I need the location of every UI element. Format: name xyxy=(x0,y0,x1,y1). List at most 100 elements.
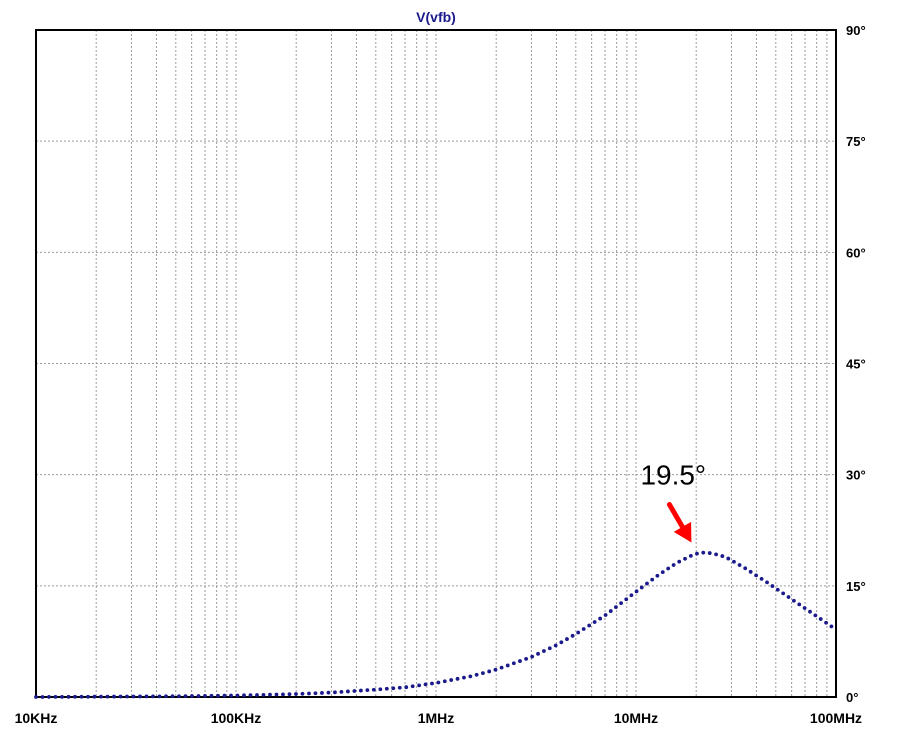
series-dot xyxy=(164,694,168,699)
series-dot xyxy=(209,693,214,698)
series-dot xyxy=(40,695,45,699)
series-dot xyxy=(518,659,522,663)
series-dot xyxy=(404,685,409,690)
series-dot xyxy=(748,569,753,574)
series-dot xyxy=(570,633,575,638)
series-dot xyxy=(530,654,535,659)
series-dot xyxy=(112,694,116,699)
series-dot xyxy=(333,690,337,695)
tick-labels: 10KHz 100KHz 1MHz 10MHz 100MHz 0° 15° 30° 45° 60°… xyxy=(15,23,866,726)
series-dot xyxy=(320,691,324,695)
series-dot xyxy=(791,598,796,603)
x-tick-label: 10KHz xyxy=(15,710,58,726)
series-dot xyxy=(536,651,540,656)
series-dot xyxy=(781,591,786,596)
series-dot xyxy=(629,593,634,598)
series-dot xyxy=(511,661,516,666)
series-dot xyxy=(714,552,718,557)
series-dot xyxy=(326,690,331,695)
series-dot xyxy=(547,646,552,651)
series-dot xyxy=(281,692,285,697)
series-dot xyxy=(726,556,731,561)
series-dot xyxy=(650,577,655,582)
series-dot xyxy=(73,694,77,699)
series-dot xyxy=(352,689,357,693)
x-tick-label: 100KHz xyxy=(211,710,262,726)
series-dot xyxy=(423,682,428,687)
series-dot xyxy=(144,694,149,699)
series-dot xyxy=(455,676,460,681)
series-dot xyxy=(487,669,492,674)
series-dot xyxy=(131,694,136,699)
series-dot xyxy=(125,694,129,699)
series-dot xyxy=(559,640,564,645)
series-dot xyxy=(802,606,807,610)
series-dot xyxy=(60,694,64,699)
series-dot xyxy=(765,580,769,585)
series-dot xyxy=(170,694,175,699)
series-dot xyxy=(576,630,581,635)
series-dot xyxy=(384,686,389,691)
series-dot xyxy=(255,693,259,697)
series-dot xyxy=(695,551,699,556)
series-dot xyxy=(808,609,812,614)
series-dot xyxy=(378,687,383,692)
series-dot xyxy=(229,693,233,698)
series-dot xyxy=(688,553,693,558)
series-dot xyxy=(274,692,279,697)
series-dot xyxy=(770,584,775,588)
series-dot xyxy=(754,573,759,578)
series-dot xyxy=(553,643,558,648)
series-dot xyxy=(47,695,51,699)
series-dot xyxy=(287,692,292,697)
series-dot xyxy=(634,589,639,594)
series-dot xyxy=(592,620,597,624)
y-tick-label: 60° xyxy=(846,245,866,260)
series-dot xyxy=(313,691,318,696)
series-dot xyxy=(619,601,623,606)
series-dot xyxy=(786,595,791,599)
plot-frame xyxy=(35,29,837,698)
series-dot xyxy=(339,689,344,694)
series-dot xyxy=(203,693,207,698)
series-phase xyxy=(34,550,834,699)
y-tick-label: 75° xyxy=(846,134,866,149)
series-dot xyxy=(829,624,834,629)
series-dot xyxy=(183,694,188,699)
series-dot xyxy=(666,566,671,571)
series-dot xyxy=(268,692,272,697)
series-dot xyxy=(645,581,649,586)
grid xyxy=(36,30,836,697)
series-dot xyxy=(216,693,220,698)
series-dot xyxy=(542,649,546,653)
chart-title: V(vfb) xyxy=(416,9,456,25)
series-dot xyxy=(603,613,608,617)
series-dot xyxy=(468,674,473,679)
series-dot xyxy=(177,694,181,699)
series-dot xyxy=(598,616,603,621)
series-dot xyxy=(300,691,305,696)
series-dot xyxy=(565,637,569,641)
series-dot xyxy=(499,665,504,670)
series-dot xyxy=(105,694,110,699)
series-dot xyxy=(138,694,142,699)
series-dot xyxy=(614,605,618,610)
series-layer xyxy=(34,550,834,699)
series-dot xyxy=(79,694,84,699)
series-dot xyxy=(417,683,422,688)
series-dot xyxy=(813,613,818,618)
series-dot xyxy=(671,563,676,567)
x-tick-label: 100MHz xyxy=(810,710,862,726)
series-dot xyxy=(222,693,227,698)
series-dot xyxy=(346,689,350,694)
annotation-arrow-shaft xyxy=(666,501,688,534)
series-dot xyxy=(430,681,434,686)
series-dot xyxy=(824,620,828,625)
y-tick-label: 30° xyxy=(846,468,866,483)
series-dot xyxy=(759,576,764,581)
series-dot xyxy=(655,573,660,578)
series-dot xyxy=(707,551,712,555)
series-dot xyxy=(701,550,706,555)
series-dot xyxy=(449,678,454,682)
